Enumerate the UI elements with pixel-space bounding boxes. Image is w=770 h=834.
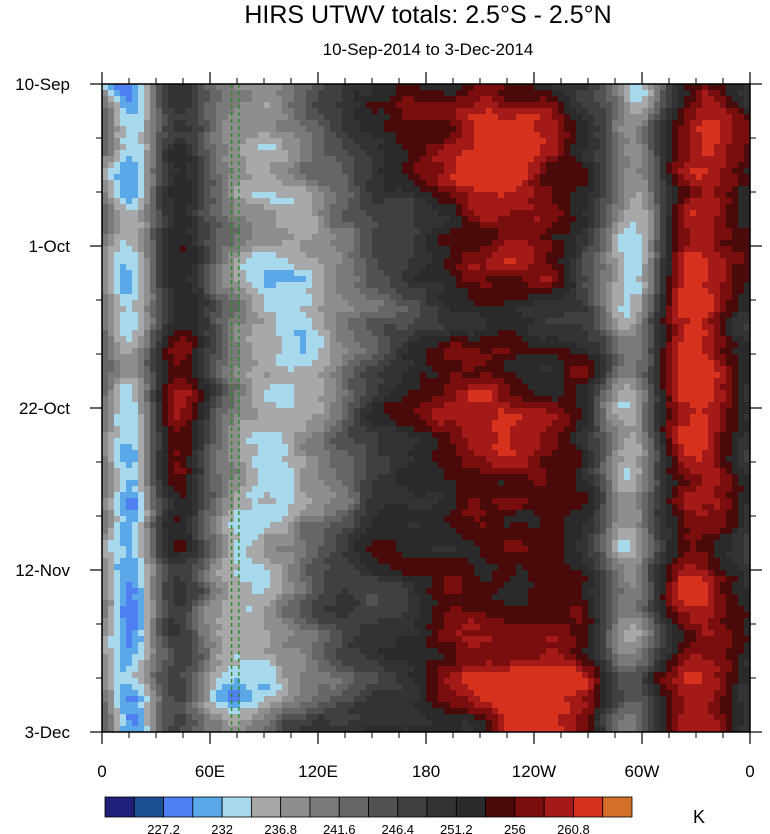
colorbar-label: 227.2 (147, 822, 180, 834)
colorbar-swatch (543, 796, 574, 818)
colorbar-swatch (485, 796, 516, 818)
y-tick-label: 10-Sep (15, 75, 70, 94)
reference-lines (230, 84, 240, 732)
colorbar-label: 236.8 (264, 822, 297, 834)
colorbar-label: 260.8 (557, 822, 590, 834)
colorbar-swatch (163, 796, 194, 818)
colorbar-swatch (514, 796, 545, 818)
x-tick-label: 0 (97, 762, 106, 781)
colorbar-swatch (573, 796, 604, 818)
colorbar-label: 256 (504, 822, 526, 834)
x-tick-label: 60E (195, 762, 225, 781)
colorbar-swatch (368, 796, 399, 818)
colorbar-label: 246.4 (382, 822, 415, 834)
colorbar-swatch (602, 796, 633, 818)
colorbar-label: 251.2 (440, 822, 473, 834)
colorbar: 227.2 232 236.8 241.6 246.4 251.2 256 260.8 K (104, 796, 705, 834)
heatmap-field (102, 84, 750, 732)
colorbar-swatch (221, 796, 252, 818)
x-tick-label: 120E (298, 762, 338, 781)
colorbar-swatch (338, 796, 369, 818)
colorbar-swatch (309, 796, 340, 818)
colorbar-label: 232 (211, 822, 233, 834)
x-tick-label: 0 (745, 762, 754, 781)
y-tick-label: 1-Oct (28, 237, 70, 256)
colorbar-swatch (426, 796, 457, 818)
x-tick-label: 60W (625, 762, 660, 781)
colorbar-label: 241.6 (323, 822, 356, 834)
colorbar-swatch (397, 796, 428, 818)
y-tick-label: 22-Oct (19, 399, 70, 418)
colorbar-swatch (192, 796, 223, 818)
colorbar-swatch (250, 796, 282, 818)
x-tick-label: 180 (412, 762, 440, 781)
chart-title: HIRS UTWV totals: 2.5°S - 2.5°N (244, 1, 612, 29)
colorbar-swatch (280, 796, 311, 818)
y-tick-label: 12-Nov (15, 561, 70, 580)
axis-ticks: 0 60E 120E 180 120W 60W 0 10-Sep 1-Oct 22-Oct 12-N… (15, 72, 762, 781)
colorbar-swatch (133, 796, 164, 818)
x-tick-label: 120W (512, 762, 556, 781)
chart-subtitle: 10-Sep-2014 to 3-Dec-2014 (322, 40, 534, 59)
colorbar-units: K (693, 807, 705, 827)
colorbar-swatch (104, 796, 135, 818)
y-tick-label: 3-Dec (25, 723, 71, 742)
colorbar-swatch (455, 796, 487, 818)
